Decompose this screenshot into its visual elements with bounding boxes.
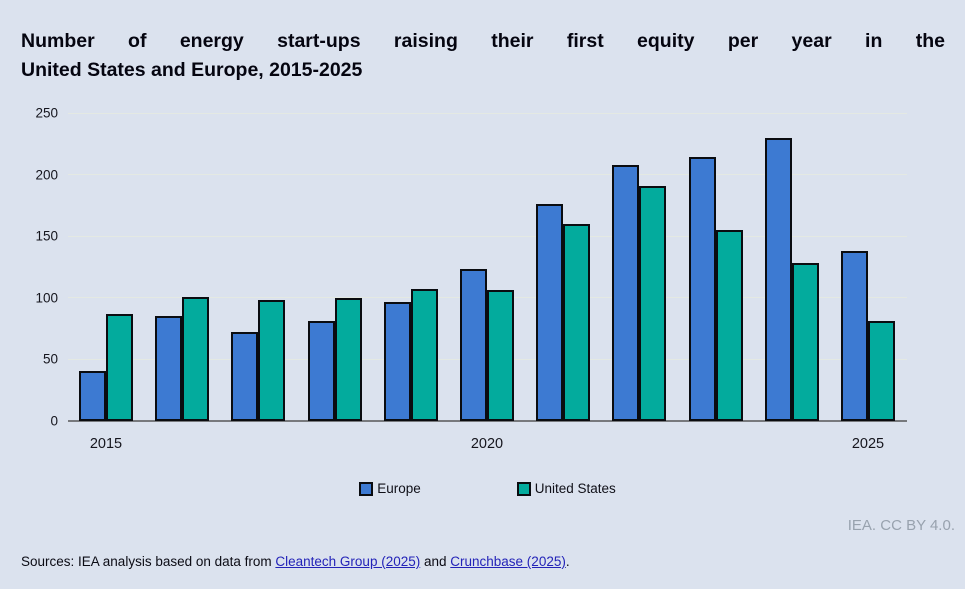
bar-united-states-2020 [487, 290, 514, 421]
bar-europe-2022 [612, 164, 640, 421]
legend-swatch-icon [359, 481, 374, 496]
y-axis-tick-50: 50 [42, 351, 58, 367]
bar-united-states-2025 [868, 321, 895, 421]
legend-swatch-icon [516, 481, 531, 496]
bar-europe-2017 [231, 332, 259, 421]
bar-europe-2020 [460, 269, 487, 421]
gridline-250 [68, 112, 907, 114]
bar-europe-2025 [841, 250, 868, 421]
x-axis-tick-2025: 2025 [851, 436, 885, 452]
gridline-200 [68, 174, 907, 176]
bar-europe-2015 [79, 370, 106, 421]
sources-suffix: . [565, 554, 570, 569]
y-axis-tick-250: 250 [35, 105, 58, 121]
bar-europe-2016 [155, 316, 183, 421]
sources-prefix: Sources: IEA analysis based on data from [21, 554, 276, 569]
bar-united-states-2017 [258, 300, 286, 421]
legend-label: Europe [377, 481, 421, 496]
crunchbase-link[interactable]: Crunchbase (2025) [450, 554, 566, 569]
gridline-150 [68, 235, 907, 237]
bar-united-states-2015 [106, 313, 133, 421]
sources-middle: and [420, 554, 451, 569]
plot-area [68, 112, 907, 422]
bar-united-states-2019 [410, 289, 438, 421]
x-axis-tick-2015: 2015 [89, 436, 123, 452]
legend-item-united-states: United States [516, 481, 616, 496]
bar-europe-2019 [383, 301, 411, 421]
bar-europe-2024 [764, 137, 792, 421]
y-axis-tick-100: 100 [35, 290, 58, 306]
y-axis-tick-150: 150 [35, 228, 58, 244]
y-axis-tick-0: 0 [50, 413, 58, 429]
legend-item-europe: Europe [359, 481, 421, 496]
bar-united-states-2016 [182, 296, 210, 421]
y-axis-tick-200: 200 [35, 167, 58, 183]
bar-united-states-2018 [334, 297, 362, 421]
chart-title-line2: United States and Europe, 2015-2025 [21, 59, 363, 81]
cleantech-group-link[interactable]: Cleantech Group (2025) [275, 554, 421, 569]
bar-united-states-2022 [639, 185, 667, 421]
license-credit: IEA. CC BY 4.0. [847, 517, 955, 534]
x-axis-tick-2020: 2020 [470, 436, 504, 452]
bar-europe-2018 [307, 321, 335, 421]
legend: Europe United States [68, 481, 907, 496]
bar-united-states-2021 [563, 223, 591, 421]
legend-label: United States [534, 481, 616, 496]
bar-united-states-2024 [791, 263, 819, 421]
chart-title: Number of energy start-ups raising their… [21, 27, 945, 85]
bar-europe-2021 [536, 204, 564, 421]
bar-europe-2023 [688, 157, 716, 421]
bar-united-states-2023 [715, 230, 743, 421]
chart-title-line1: Number of energy start-ups raising their… [21, 30, 945, 52]
sources-note: Sources: IEA analysis based on data from… [21, 554, 570, 569]
